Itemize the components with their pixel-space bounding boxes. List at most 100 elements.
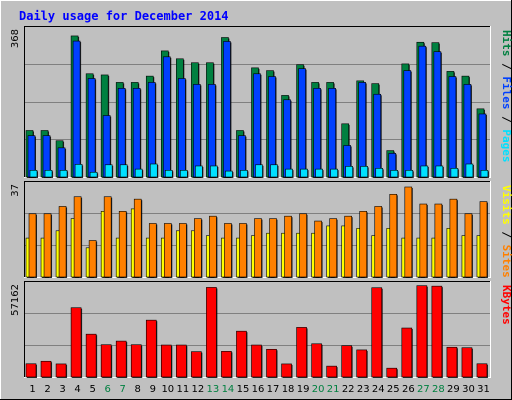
sites-bar xyxy=(464,213,473,278)
kbytes-bar xyxy=(386,367,398,378)
kbytes-bar xyxy=(130,344,142,378)
kbytes-bar xyxy=(431,285,443,378)
sites-bar xyxy=(118,211,127,278)
legend-entry-sites: Sites xyxy=(500,245,512,278)
pages-bar xyxy=(74,164,83,178)
x-tick-label: 15 xyxy=(237,384,250,395)
x-tick-label: 6 xyxy=(104,384,110,395)
sites-bar xyxy=(43,213,52,278)
sites-bar xyxy=(389,193,398,278)
kbytes-bar xyxy=(221,351,232,378)
x-tick-label: 30 xyxy=(462,384,475,395)
sites-bar xyxy=(73,196,82,278)
sites-bar xyxy=(209,215,217,278)
pages-bar xyxy=(255,164,263,178)
sites-bar xyxy=(88,240,97,278)
sites-bar xyxy=(28,213,37,278)
files-bar xyxy=(283,99,291,178)
x-tick-label: 10 xyxy=(161,384,174,395)
sites-bar xyxy=(269,218,277,278)
kbytes-bar xyxy=(115,340,127,378)
kbytes-bar xyxy=(416,285,428,378)
files-bar xyxy=(87,78,96,178)
sites-bar xyxy=(374,206,383,278)
files-bar xyxy=(268,76,276,178)
pages-bar xyxy=(240,170,248,178)
pages-bar xyxy=(180,170,188,178)
sites-bar xyxy=(344,215,352,278)
x-tick-label: 9 xyxy=(150,384,156,395)
files-bar xyxy=(117,88,126,178)
legend-2: KBytes xyxy=(500,285,512,325)
pages-bar xyxy=(315,168,323,178)
kbytes-bar xyxy=(266,348,277,378)
x-tick-label: 7 xyxy=(120,384,126,395)
x-tick-label: 26 xyxy=(402,384,415,395)
kbytes-bar xyxy=(85,333,97,378)
pages-bar xyxy=(44,170,53,178)
x-tick-label: 19 xyxy=(297,384,310,395)
legend-entry-kbytes: KBytes xyxy=(500,285,512,325)
sites-bar xyxy=(194,218,202,278)
sites-bar xyxy=(359,211,368,278)
kbytes-bar xyxy=(55,363,67,378)
sites-bar xyxy=(419,203,428,278)
sites-bar xyxy=(133,198,142,278)
kbytes-bar xyxy=(281,363,292,378)
kbytes-bar xyxy=(401,327,413,378)
kbytes-bar xyxy=(326,365,337,378)
files-bar xyxy=(313,88,321,178)
chart-panels: 368 Hits / Files / Pages 37 Visits / Sites 5… xyxy=(10,26,512,378)
pages-bar xyxy=(270,164,278,178)
x-tick-label: 13 xyxy=(207,384,220,395)
sites-bar xyxy=(254,218,262,278)
x-tick-label: 8 xyxy=(135,384,141,395)
kbytes-bar xyxy=(371,287,383,378)
kbytes-bar xyxy=(296,327,307,378)
sites-bar xyxy=(404,186,413,278)
scale-label-1: 37 xyxy=(10,184,21,197)
sites-bar xyxy=(449,198,458,278)
files-bar xyxy=(478,113,487,178)
sites-bar xyxy=(163,223,172,278)
legend-1: Visits / Sites xyxy=(500,185,512,278)
sites-bar xyxy=(434,203,443,278)
pages-bar xyxy=(330,168,338,178)
files-bar xyxy=(403,70,412,178)
sites-bar xyxy=(314,220,322,278)
pages-bar xyxy=(119,164,128,178)
x-tick-label: 14 xyxy=(222,384,235,395)
legend-entry-visits: Visits xyxy=(500,185,512,225)
files-bar xyxy=(132,88,141,178)
x-tick-label: 5 xyxy=(89,384,95,395)
sites-bar xyxy=(224,223,232,278)
x-tick-label: 23 xyxy=(357,384,370,395)
x-tick-label: 22 xyxy=(342,384,355,395)
chart-title: Daily usage for December 2014 xyxy=(19,9,229,23)
kbytes-bar xyxy=(160,344,172,378)
files-bar xyxy=(463,84,472,178)
sites-bar xyxy=(479,201,488,278)
pages-bar xyxy=(345,166,353,178)
pages-bar xyxy=(300,168,308,178)
kbytes-bar xyxy=(40,360,52,378)
pages-bar xyxy=(390,170,399,178)
kbytes-bar xyxy=(100,344,112,378)
x-tick-label: 20 xyxy=(312,384,325,395)
sites-bar xyxy=(179,223,187,278)
legend-separator: / xyxy=(500,57,512,77)
x-tick-label: 29 xyxy=(447,384,460,395)
files-bar xyxy=(208,84,216,178)
pages-bar xyxy=(480,170,489,178)
legend-0: Hits / Files / Pages xyxy=(500,30,512,163)
pages-bar xyxy=(59,170,68,178)
files-bar xyxy=(418,45,427,178)
sites-bar xyxy=(148,223,157,278)
sites-bar xyxy=(284,215,292,278)
kbytes-bar xyxy=(176,344,187,378)
legend-separator: / xyxy=(500,110,512,130)
pages-bar xyxy=(104,164,113,178)
x-tick-label: 31 xyxy=(477,384,490,395)
panel-hits-files-pages: 368 Hits / Files / Pages xyxy=(10,26,512,179)
files-bar xyxy=(178,78,186,178)
